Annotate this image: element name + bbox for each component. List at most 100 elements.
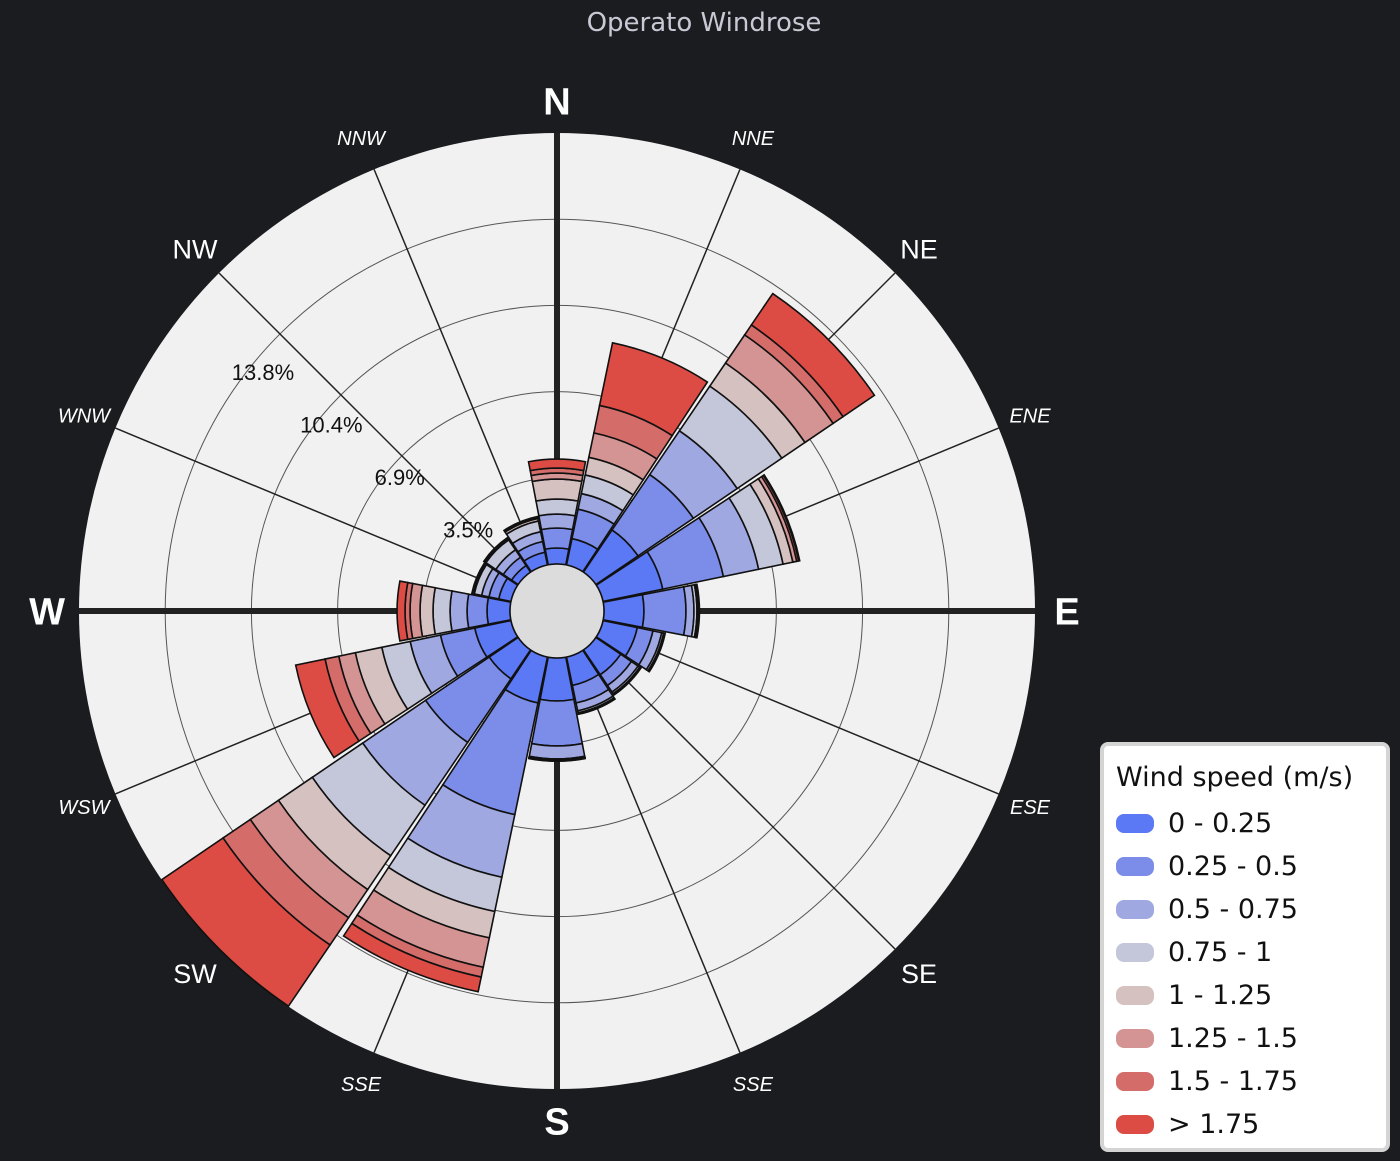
- direction-label: WSW: [58, 797, 111, 819]
- bar-nne: [565, 341, 709, 573]
- bar-segment: [470, 562, 486, 595]
- direction-label: NW: [172, 235, 217, 265]
- bar-sse: [565, 649, 617, 716]
- bar-segment: [294, 658, 361, 759]
- direction-label: W: [29, 592, 65, 634]
- legend-label: 1 - 1.25: [1168, 979, 1273, 1011]
- bar-segment: [612, 666, 643, 697]
- legend-item[interactable]: 0.25 - 0.5: [1116, 850, 1298, 882]
- legend-label: > 1.75: [1168, 1108, 1260, 1140]
- direction-label: SE: [901, 959, 937, 989]
- legend-label: 0.25 - 0.5: [1168, 850, 1298, 882]
- bar-wnw: [470, 562, 519, 603]
- direction-label: ENE: [1009, 405, 1051, 427]
- calm-circle: [509, 563, 605, 659]
- legend-item[interactable]: > 1.75: [1116, 1108, 1260, 1140]
- bar-segment: [160, 836, 332, 1008]
- bar-sw: [160, 636, 532, 1008]
- bar-segment: [528, 742, 586, 760]
- radial-tick-label: 10.4%: [300, 413, 362, 438]
- legend: Wind speed (m/s) 0 - 0.25 0.25 - 0.5 0.5 -…: [1100, 742, 1390, 1152]
- bar-ne: [582, 292, 876, 586]
- bar-segment: [750, 292, 876, 418]
- bar-e: [602, 583, 701, 639]
- bar-segment: [396, 580, 409, 642]
- legend-item[interactable]: 1.25 - 1.5: [1116, 1022, 1298, 1054]
- direction-label: N: [543, 82, 570, 124]
- bar-segment: [762, 473, 801, 562]
- bar-se: [582, 636, 643, 697]
- legend-swatch: [1116, 813, 1154, 833]
- legend-title: Wind speed (m/s): [1116, 762, 1354, 793]
- direction-label: ESE: [1010, 797, 1051, 819]
- direction-label: S: [544, 1102, 569, 1144]
- legend-label: 0.5 - 0.75: [1168, 893, 1298, 925]
- legend-label: 1.5 - 1.75: [1168, 1065, 1298, 1097]
- direction-labels: 3.5% 6.9% 10.4% 13.8% N NNE NE ENE E ESE SE SSE S SSE…: [29, 82, 1080, 1144]
- legend-item[interactable]: 1 - 1.25: [1116, 979, 1273, 1011]
- bar-segment: [466, 593, 490, 629]
- legend-label: 0.75 - 1: [1168, 936, 1273, 968]
- bar-w: [396, 580, 512, 642]
- radial-tick-label: 13.8%: [232, 360, 294, 385]
- bar-segment: [342, 922, 483, 993]
- legend-swatch: [1116, 1114, 1154, 1134]
- direction-label: NE: [900, 235, 938, 265]
- bar-segment: [527, 757, 587, 762]
- bar-sse: [342, 649, 549, 993]
- legend-swatch: [1116, 942, 1154, 962]
- legend-item[interactable]: 1.5 - 1.75: [1116, 1065, 1298, 1097]
- bar-segment: [432, 586, 453, 636]
- bar-nw: [482, 536, 532, 586]
- direction-label: SSE: [733, 1074, 774, 1096]
- bar-segment: [641, 585, 687, 637]
- direction-label: SW: [173, 959, 217, 989]
- bar-segment: [540, 527, 574, 551]
- legend-swatch: [1116, 1071, 1154, 1091]
- direction-label: NNE: [732, 128, 775, 150]
- legend-swatch: [1116, 1028, 1154, 1048]
- bars: [160, 292, 876, 1008]
- bar-nnw: [502, 515, 549, 573]
- legend-item[interactable]: 0.5 - 0.75: [1116, 893, 1298, 925]
- bar-segment: [598, 341, 709, 437]
- angular-gridline: [218, 272, 525, 579]
- bar-segment: [648, 632, 667, 673]
- legend-swatch: [1116, 899, 1154, 919]
- angular-gridline: [373, 169, 540, 568]
- bar-segment: [527, 458, 587, 472]
- bar-segment: [502, 515, 539, 532]
- bar-segment: [537, 513, 577, 531]
- direction-label: NNW: [337, 128, 387, 150]
- bar-segment: [577, 697, 617, 716]
- bar-segment: [530, 698, 584, 747]
- bar-segment: [486, 596, 512, 626]
- bar-n: [527, 458, 587, 566]
- bar-s: [527, 656, 587, 762]
- legend-swatch: [1116, 856, 1154, 876]
- direction-label: WNW: [58, 405, 112, 427]
- legend-swatch: [1116, 985, 1154, 1005]
- bar-segment: [482, 536, 509, 563]
- legend-label: 0 - 0.25: [1168, 807, 1273, 839]
- chart-title: Operato Windrose: [586, 8, 822, 38]
- bar-segment: [535, 498, 579, 517]
- angular-gridline: [600, 628, 999, 795]
- radial-tick-label: 3.5%: [443, 517, 493, 542]
- bar-segment: [449, 590, 470, 632]
- radial-tick-label: 6.9%: [375, 465, 425, 490]
- bar-segment: [419, 584, 437, 638]
- direction-label: SSE: [341, 1074, 382, 1096]
- angular-gridline: [574, 654, 741, 1053]
- legend-label: 1.25 - 1.5: [1168, 1022, 1298, 1054]
- bar-ene: [595, 473, 801, 603]
- bar-segment: [544, 547, 570, 566]
- angular-gridline: [115, 427, 514, 594]
- bar-segment: [695, 583, 701, 639]
- bar-wsw: [294, 619, 519, 759]
- bar-segment: [531, 478, 583, 502]
- legend-item[interactable]: 0.75 - 1: [1116, 936, 1273, 968]
- legend-item[interactable]: 0 - 0.25: [1116, 807, 1273, 839]
- direction-label: E: [1054, 592, 1079, 634]
